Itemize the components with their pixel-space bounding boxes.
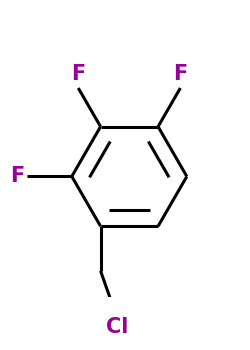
Text: F: F (173, 64, 188, 84)
Text: F: F (10, 167, 24, 187)
Text: F: F (71, 64, 86, 84)
Text: Cl: Cl (106, 317, 129, 337)
